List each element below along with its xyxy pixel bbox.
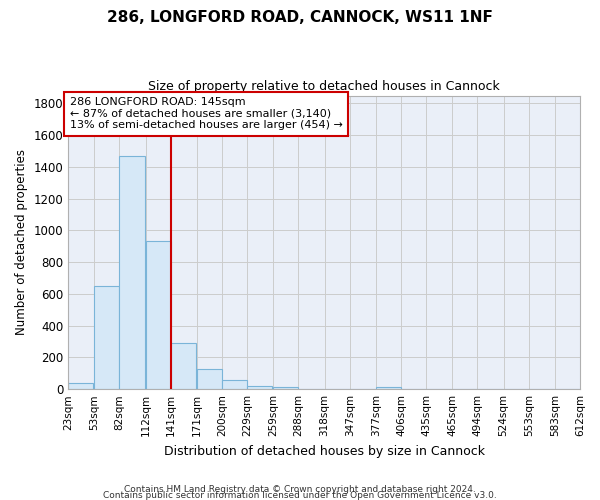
Text: Contains HM Land Registry data © Crown copyright and database right 2024.: Contains HM Land Registry data © Crown c… — [124, 484, 476, 494]
Y-axis label: Number of detached properties: Number of detached properties — [15, 150, 28, 336]
Bar — [146, 241, 171, 389]
Bar — [68, 383, 94, 389]
Bar — [247, 386, 272, 389]
Text: 286, LONGFORD ROAD, CANNOCK, WS11 1NF: 286, LONGFORD ROAD, CANNOCK, WS11 1NF — [107, 10, 493, 25]
Bar — [119, 156, 145, 389]
Bar — [222, 380, 247, 389]
Title: Size of property relative to detached houses in Cannock: Size of property relative to detached ho… — [148, 80, 500, 93]
Bar — [273, 388, 298, 389]
Bar — [94, 286, 119, 389]
Text: 286 LONGFORD ROAD: 145sqm
← 87% of detached houses are smaller (3,140)
13% of se: 286 LONGFORD ROAD: 145sqm ← 87% of detac… — [70, 97, 343, 130]
X-axis label: Distribution of detached houses by size in Cannock: Distribution of detached houses by size … — [164, 444, 485, 458]
Text: Contains public sector information licensed under the Open Government Licence v3: Contains public sector information licen… — [103, 490, 497, 500]
Bar — [376, 388, 401, 389]
Bar — [171, 343, 196, 389]
Bar — [197, 370, 222, 389]
